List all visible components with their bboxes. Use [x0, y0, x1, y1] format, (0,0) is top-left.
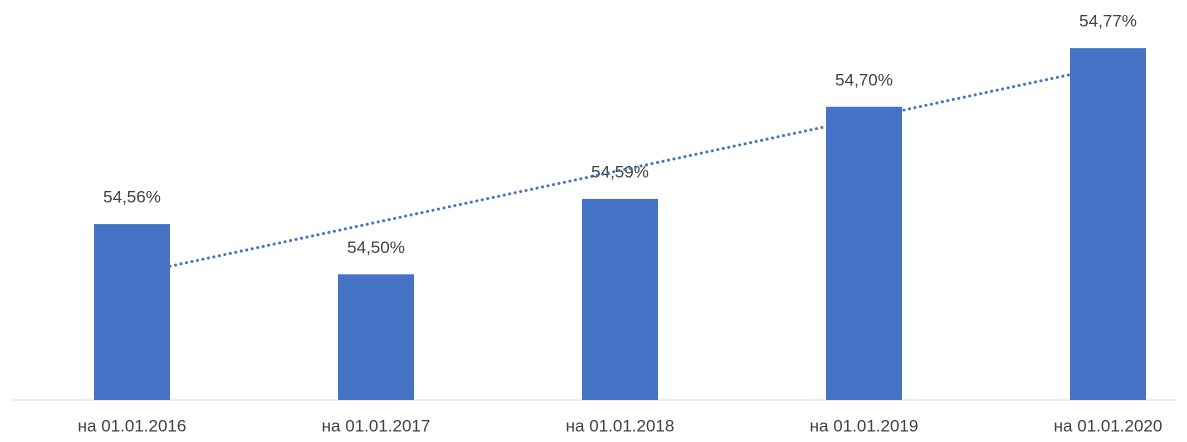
- bar: [94, 224, 170, 400]
- data-label: 54,70%: [835, 70, 893, 89]
- x-tick-label: на 01.01.2018: [566, 416, 675, 435]
- x-tick-label: на 01.01.2017: [322, 416, 431, 435]
- data-label: 54,77%: [1079, 12, 1137, 31]
- trendline: [168, 73, 1072, 268]
- bar: [338, 274, 414, 400]
- data-label: 54,56%: [103, 188, 161, 207]
- data-label: 54,50%: [347, 238, 405, 257]
- x-tick-label: на 01.01.2016: [78, 416, 187, 435]
- bar: [582, 198, 658, 400]
- bar: [1070, 48, 1146, 401]
- x-tick-label: на 01.01.2020: [1054, 416, 1163, 435]
- bar: [826, 106, 902, 401]
- x-tick-label: на 01.01.2019: [810, 416, 919, 435]
